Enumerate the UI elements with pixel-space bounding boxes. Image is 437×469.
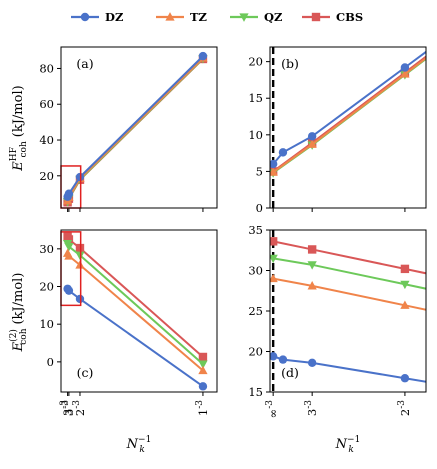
series-group: [270, 237, 426, 383]
data-point-DZ: [270, 352, 278, 361]
data-point-QZ: [198, 360, 208, 369]
data-point-QZ: [64, 243, 74, 252]
y-tick-label: 30: [248, 264, 263, 278]
data-point-TZ: [198, 365, 208, 375]
y-tick-label: 0: [47, 355, 54, 369]
y-tick-label: 15: [248, 91, 263, 105]
panel-b: 0 5 10 15 20 (b): [248, 46, 427, 215]
data-point-DZ: [278, 355, 288, 364]
x-axis-title-text: N−1 k: [335, 435, 361, 455]
legend-marker-QZ: [239, 13, 249, 22]
data-point-QZ: [307, 261, 317, 270]
data-point-CBS: [400, 264, 410, 274]
x-tick-label: 3-3: [61, 400, 76, 416]
data-point-DZ: [270, 159, 278, 169]
data-point-CBS: [270, 237, 278, 246]
series-group: [270, 50, 426, 178]
data-point-DZ: [307, 132, 317, 141]
data-point-TZ: [270, 273, 278, 283]
y-tick-label: 10: [248, 128, 263, 142]
y-tick-label: 80: [39, 61, 54, 75]
x-tick-label: 1-3: [195, 400, 210, 416]
series-line-TZ: [272, 277, 426, 311]
data-point-TZ: [400, 300, 410, 309]
x-tick-label: ∞-3: [265, 400, 280, 419]
x-tick-label: 3-3: [304, 400, 319, 416]
panel-tag: (a): [76, 56, 93, 71]
data-point-TZ: [400, 69, 410, 78]
y-tick-label: 35: [248, 223, 263, 237]
data-point-DZ: [278, 148, 288, 157]
data-point-DZ: [400, 374, 410, 383]
data-point-DZ: [400, 63, 410, 72]
data-point-CBS: [307, 245, 317, 254]
data-point-CBS: [198, 352, 208, 362]
y-tick-label: 30: [39, 242, 54, 256]
data-point-DZ: [307, 358, 317, 368]
data-point-TZ: [64, 251, 74, 260]
panel-tag: (d): [281, 365, 299, 380]
series-line-CBS: [272, 240, 426, 275]
legend: DZ TZ QZ CBS: [71, 10, 363, 24]
legend-marker-DZ: [80, 12, 90, 22]
data-point-QZ: [400, 280, 410, 290]
x-tick-label: 2-3: [397, 400, 412, 416]
axes-frame: [269, 229, 427, 393]
x-tick-label: 3-3: [60, 400, 75, 416]
legend-label-QZ: QZ: [264, 10, 282, 24]
y-tick-label: 20: [39, 169, 54, 183]
axes-frame: [60, 46, 218, 209]
legend-marker-CBS: [311, 12, 321, 22]
x-axis-title-left: N−1 k: [126, 435, 152, 455]
x-tick-label: 2-3: [72, 400, 87, 416]
legend-label-DZ: DZ: [105, 10, 123, 24]
data-point-DZ: [198, 382, 208, 391]
legend-label-TZ: TZ: [190, 10, 207, 24]
series-line-TZ: [66, 252, 204, 372]
y-tick-label: 5: [256, 164, 263, 178]
panel-d: 15 20 25 30 35 ∞-3 3-3 2-3 (d): [248, 223, 427, 419]
y-tick-label: 40: [39, 133, 54, 147]
series-line-QZ: [272, 257, 426, 290]
data-point-TZ: [307, 139, 317, 148]
panel-tag: (c): [77, 365, 94, 380]
data-point-DZ: [198, 51, 208, 61]
y-tick-label: 20: [248, 55, 263, 69]
legend-label-CBS: CBS: [336, 10, 363, 24]
data-point-DZ: [64, 286, 74, 295]
y-tick-label: 60: [39, 97, 54, 111]
data-point-CBS: [64, 235, 74, 244]
series-group: [62, 51, 208, 207]
y-tick-label: 20: [39, 280, 54, 294]
panel-a: 20 40 60 80 (a): [39, 46, 218, 212]
data-point-TZ: [307, 281, 317, 290]
y-axis-title-text: E(2)coh(kJ/mol): [8, 273, 29, 353]
x-axis-title-text: N−1 k: [126, 435, 152, 455]
x-axis-title-right: N−1 k: [335, 435, 361, 455]
legend-marker-TZ: [165, 12, 175, 21]
data-point-TZ: [270, 167, 278, 176]
panel-tag: (b): [281, 56, 299, 71]
series-line-CBS: [66, 58, 204, 203]
y-tick-label: 25: [248, 304, 263, 318]
y-axis-title-top: EHFcoh(kJ/mol): [9, 85, 29, 171]
y-axis-title-text: EHFcoh(kJ/mol): [9, 85, 29, 171]
y-axis-title-bottom: E(2)coh(kJ/mol): [8, 273, 29, 353]
series-line-TZ: [272, 56, 426, 173]
data-point-DZ: [64, 189, 74, 198]
y-tick-label: 15: [248, 385, 263, 399]
axes-frame: [60, 229, 218, 393]
y-tick-label: 0: [256, 201, 263, 215]
data-point-QZ: [270, 254, 278, 264]
y-tick-label: 20: [248, 345, 263, 359]
y-tick-label: 10: [39, 317, 54, 331]
axes-frame: [269, 46, 427, 209]
